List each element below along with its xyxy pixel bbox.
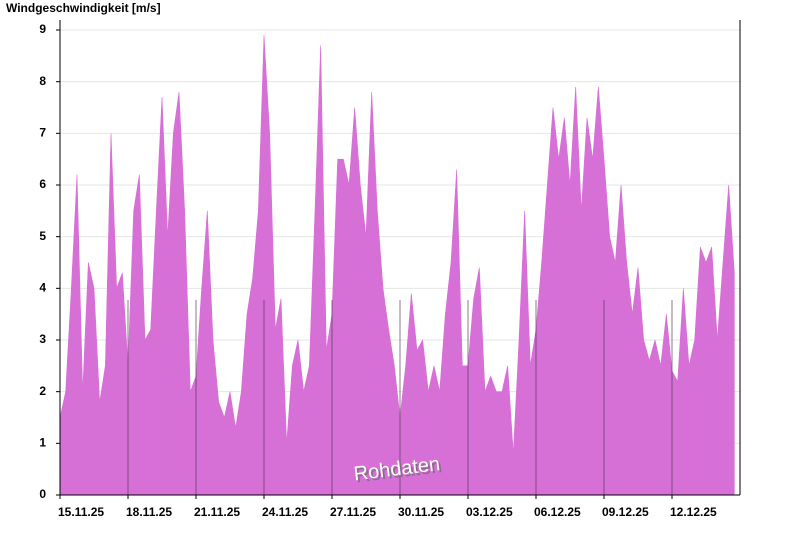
x-tick-label: 27.11.25 [330, 505, 376, 519]
y-tick-label: 2 [39, 384, 46, 398]
x-tick-label: 03.12.25 [466, 505, 513, 519]
x-tick-label: 06.12.25 [534, 505, 581, 519]
x-tick-label: 24.11.25 [262, 505, 308, 519]
y-tick-label: 3 [39, 332, 46, 346]
x-tick-label: 30.11.25 [398, 505, 444, 519]
chart-title: Windgeschwindigkeit [m/s] [6, 1, 161, 15]
y-tick-label: 5 [39, 229, 46, 243]
y-tick-label: 9 [39, 22, 46, 36]
y-tick-label: 0 [39, 487, 46, 501]
y-tick-label: 6 [39, 177, 46, 191]
x-tick-label: 15.11.25 [58, 505, 104, 519]
x-tick-label: 12.12.25 [670, 505, 717, 519]
x-tick-label: 18.11.25 [126, 505, 172, 519]
y-tick-label: 1 [39, 436, 46, 450]
y-tick-label: 8 [39, 74, 46, 88]
y-tick-label: 4 [39, 281, 46, 295]
x-tick-label: 09.12.25 [602, 505, 649, 519]
x-tick-label: 21.11.25 [194, 505, 240, 519]
area [59, 35, 735, 496]
y-tick-label: 7 [39, 126, 46, 140]
